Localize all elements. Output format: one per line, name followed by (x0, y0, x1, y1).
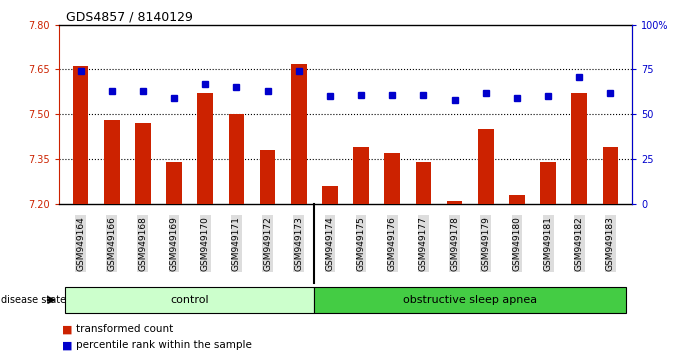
Text: obstructive sleep apnea: obstructive sleep apnea (403, 295, 537, 305)
Text: GSM949180: GSM949180 (513, 216, 522, 271)
Bar (229, 114, 244, 204)
Bar (135, 123, 151, 204)
Text: GSM949169: GSM949169 (169, 216, 178, 271)
Bar (322, 186, 338, 204)
Text: GSM949177: GSM949177 (419, 216, 428, 271)
Bar (571, 93, 587, 204)
Bar (509, 195, 524, 204)
Text: GSM949183: GSM949183 (606, 216, 615, 271)
Text: disease state: disease state (1, 295, 66, 305)
Bar (540, 162, 556, 204)
Text: GSM949171: GSM949171 (232, 216, 241, 271)
Bar (447, 201, 462, 204)
Text: GSM949174: GSM949174 (325, 216, 334, 271)
Text: GSM949173: GSM949173 (294, 216, 303, 271)
Text: transformed count: transformed count (76, 324, 173, 334)
Bar (198, 93, 213, 204)
Bar (415, 162, 431, 204)
Bar (291, 63, 307, 204)
Text: GSM949182: GSM949182 (575, 216, 584, 271)
Bar (353, 147, 369, 204)
Text: ■: ■ (62, 324, 73, 334)
Bar (260, 150, 276, 204)
Bar (167, 162, 182, 204)
Text: GSM949166: GSM949166 (107, 216, 116, 271)
Text: GSM949170: GSM949170 (200, 216, 210, 271)
Text: control: control (171, 295, 209, 305)
Text: GSM949176: GSM949176 (388, 216, 397, 271)
Bar (384, 153, 400, 204)
Bar (73, 67, 88, 204)
Text: GSM949179: GSM949179 (481, 216, 491, 271)
Text: GSM949168: GSM949168 (138, 216, 147, 271)
Bar (603, 147, 618, 204)
Text: GDS4857 / 8140129: GDS4857 / 8140129 (66, 11, 193, 24)
Text: ■: ■ (62, 340, 73, 350)
Text: GSM949164: GSM949164 (76, 216, 85, 271)
Text: GSM949178: GSM949178 (450, 216, 459, 271)
Text: GSM949181: GSM949181 (544, 216, 553, 271)
Text: percentile rank within the sample: percentile rank within the sample (76, 340, 252, 350)
Bar (104, 120, 120, 204)
Text: GSM949175: GSM949175 (357, 216, 366, 271)
Bar (478, 129, 493, 204)
Text: GSM949172: GSM949172 (263, 216, 272, 271)
